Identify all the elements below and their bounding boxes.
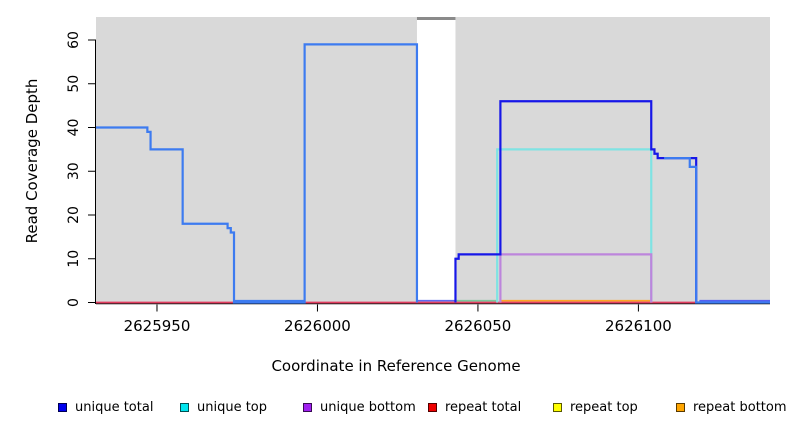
y-tick-label: 50 [66, 75, 82, 93]
legend-item-repeat-top: repeat top [553, 398, 638, 416]
unique-top-line [496, 148, 653, 303]
y-tick-label: 40 [66, 119, 82, 137]
legend-swatch-icon [428, 402, 437, 412]
y-tick-label: 30 [66, 162, 82, 180]
legend-swatch-icon [58, 402, 67, 412]
chart-legend: unique total unique top unique bottom repea… [0, 398, 792, 420]
legend-item-unique-total: unique total [58, 398, 153, 416]
legend-label: repeat total [445, 399, 522, 415]
legend-item-repeat-bottom: repeat bottom [676, 398, 787, 416]
x-tick-label: 2625950 [124, 317, 191, 335]
x-tick-label: 2626100 [605, 317, 672, 335]
legend-label: unique top [197, 399, 268, 415]
total-coverage-left-line [96, 43, 419, 304]
y-tick-label: 60 [66, 31, 82, 49]
x-tick-label: 2626050 [445, 317, 512, 335]
legend-swatch-icon [553, 402, 562, 412]
legend-label: unique total [75, 399, 154, 415]
y-axis-title: Read Coverage Depth [23, 78, 41, 244]
y-tick-label: 20 [66, 206, 82, 224]
unique-total-line [454, 100, 698, 303]
unique-bottom-line [499, 253, 653, 303]
uncovered-region [416, 17, 456, 304]
legend-swatch-icon [676, 402, 685, 412]
legend-item-unique-bottom: unique bottom [303, 398, 416, 416]
legend-swatch-icon [180, 402, 189, 412]
legend-label: repeat top [570, 399, 638, 415]
legend-label: repeat bottom [693, 399, 787, 415]
x-axis-title: Coordinate in Reference Genome [271, 357, 521, 375]
y-tick-label: 10 [66, 250, 82, 268]
legend-swatch-icon [303, 402, 312, 412]
x-tick-label: 2626000 [284, 317, 351, 335]
legend-label: unique bottom [320, 399, 416, 415]
legend-item-unique-top: unique top [180, 398, 267, 416]
legend-item-repeat-total: repeat total [428, 398, 521, 416]
plot-canvas: 0 10 20 30 40 50 60 2625950 2626000 2626050 262610… [66, 17, 770, 335]
total-coverage-right-line [664, 157, 770, 304]
y-tick-label: 0 [66, 298, 82, 307]
